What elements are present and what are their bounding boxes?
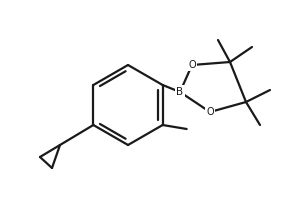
Text: O: O xyxy=(206,107,214,117)
Text: B: B xyxy=(176,87,184,97)
Text: O: O xyxy=(188,60,196,70)
